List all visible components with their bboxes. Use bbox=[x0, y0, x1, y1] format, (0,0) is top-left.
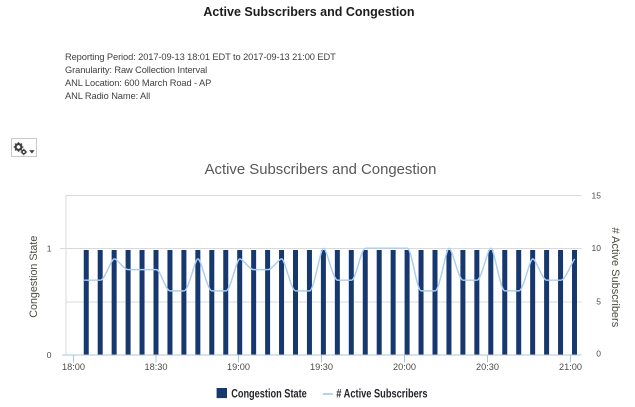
svg-text:Active Subscribers and Congest: Active Subscribers and Congestion bbox=[205, 162, 437, 178]
svg-text:0: 0 bbox=[47, 350, 52, 360]
svg-text:Congestion State: Congestion State bbox=[28, 236, 40, 318]
svg-text:15: 15 bbox=[592, 191, 602, 201]
svg-text:18:30: 18:30 bbox=[145, 362, 168, 372]
svg-text:1: 1 bbox=[47, 244, 52, 254]
svg-text:# Active Subscribers: # Active Subscribers bbox=[336, 386, 427, 400]
svg-text:5: 5 bbox=[596, 296, 601, 306]
svg-text:21:00: 21:00 bbox=[559, 362, 582, 372]
svg-text:19:00: 19:00 bbox=[227, 362, 250, 372]
svg-text:Congestion State: Congestion State bbox=[231, 386, 307, 400]
svg-text:20:00: 20:00 bbox=[393, 362, 416, 372]
svg-text:20:30: 20:30 bbox=[476, 362, 499, 372]
svg-text:18:00: 18:00 bbox=[62, 362, 85, 372]
svg-text:19:30: 19:30 bbox=[310, 362, 333, 372]
svg-text:# Active Subscribers: # Active Subscribers bbox=[609, 228, 621, 328]
svg-text:10: 10 bbox=[592, 243, 602, 253]
svg-text:0: 0 bbox=[596, 349, 601, 359]
